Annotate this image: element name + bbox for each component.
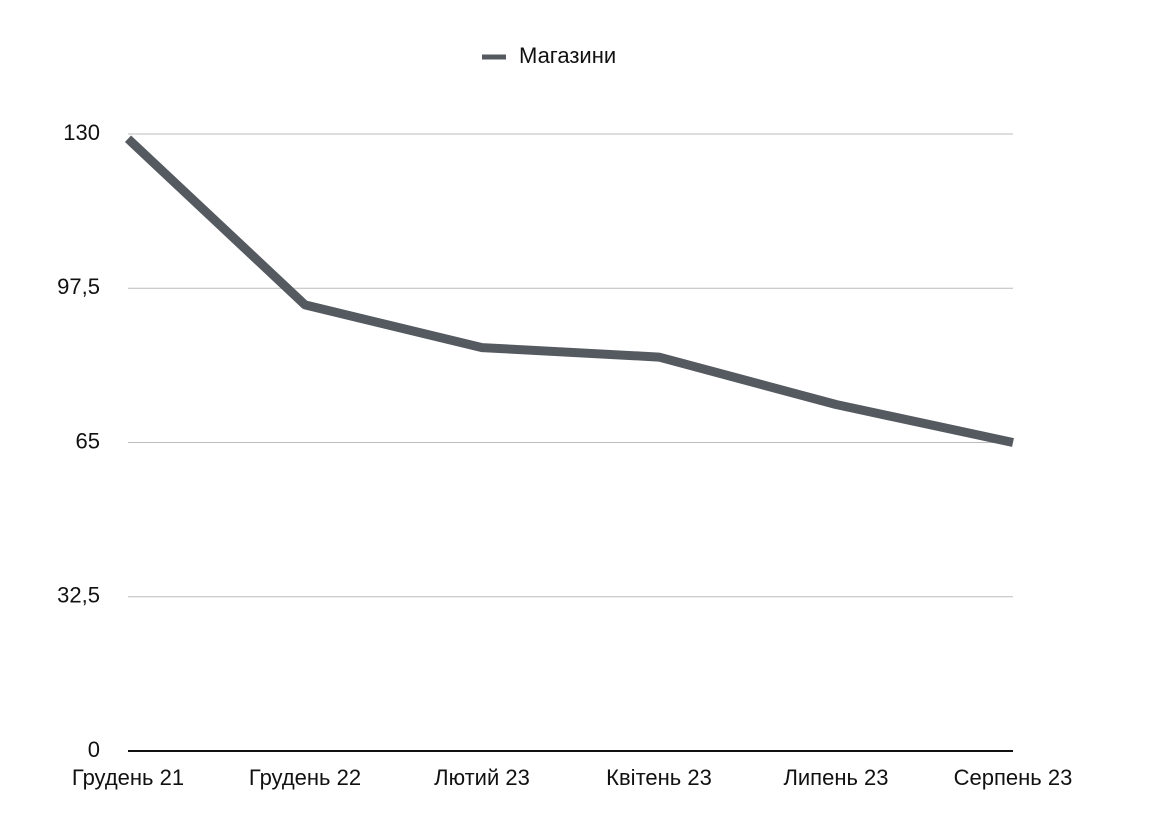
series-line — [124, 135, 1014, 447]
x-tick-label: Грудень 22 — [249, 765, 361, 790]
y-tick-label: 65 — [76, 428, 100, 453]
y-tick-label: 0 — [88, 737, 100, 762]
x-tick-label: Липень 23 — [783, 765, 888, 790]
x-tick-label: Серпень 23 — [954, 765, 1073, 790]
y-tick-label: 130 — [63, 120, 100, 145]
legend-label: Магазини — [519, 43, 616, 68]
x-tick-label: Грудень 21 — [72, 765, 184, 790]
y-tick-label: 97,5 — [57, 274, 100, 299]
x-tick-label: Квітень 23 — [606, 765, 712, 790]
y-tick-label: 32,5 — [57, 583, 100, 608]
x-tick-label: Лютий 23 — [434, 765, 530, 790]
